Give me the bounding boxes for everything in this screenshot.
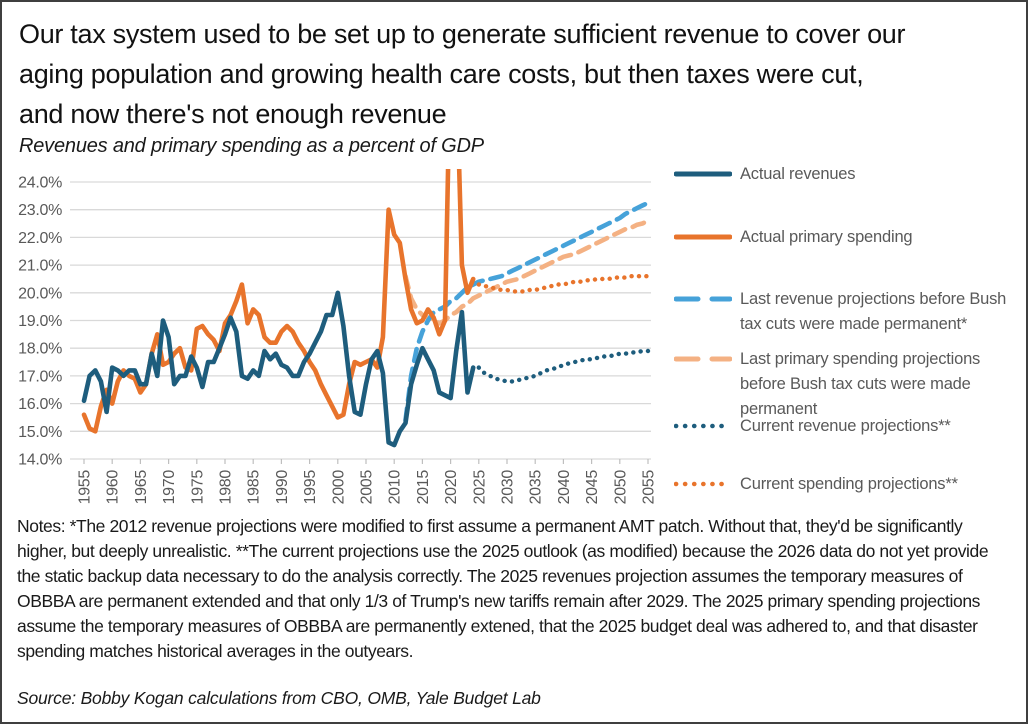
x-tick-label: 1985 — [246, 470, 263, 505]
x-tick-label: 2010 — [387, 470, 404, 505]
title-line-2: aging population and growing health care… — [19, 59, 864, 89]
x-tick-label: 2050 — [612, 470, 629, 505]
series-line-actual-revenues — [81, 290, 476, 448]
x-tick-label: 1970 — [161, 470, 178, 505]
series-line-revenue-projection-2012 — [403, 200, 651, 423]
x-tick-label: 1975 — [189, 470, 206, 505]
x-tick-label: 2040 — [556, 470, 573, 505]
y-tick-label: 20.0% — [18, 285, 62, 302]
chart-source: Source: Bobby Kogan calculations from CB… — [17, 688, 541, 708]
title-line-3: and now there's not enough revenue — [19, 99, 447, 129]
x-tick-label: 2005 — [359, 470, 376, 505]
y-tick-label: 17.0% — [18, 368, 62, 385]
x-tick-label: 2025 — [471, 470, 488, 505]
legend-swatch-solid-line-icon — [674, 234, 732, 240]
x-tick-label: 1990 — [274, 470, 291, 505]
x-tick-label: 2045 — [584, 470, 601, 505]
line-chart: 24.0% 23.0% 22.0% 21.0% 20.0% 19.0% 18.0% 17.0%… — [18, 169, 658, 504]
x-tick-label: 1960 — [105, 470, 122, 505]
legend-item-current-spending-projection: Current spending projections** — [674, 472, 1022, 497]
legend-label: Last primary spending projections before… — [740, 350, 981, 418]
legend-label: Current revenue projections** — [740, 417, 951, 435]
y-tick-label: 22.0% — [18, 230, 62, 247]
chart-subtitle: Revenues and primary spending as a perce… — [19, 135, 484, 157]
legend-item-spending-projection-2012: Last primary spending projections before… — [674, 347, 1022, 422]
legend-item-actual-revenues: Actual revenues — [674, 162, 1022, 187]
x-tick-label: 2035 — [528, 470, 545, 505]
legend-label: Current spending projections** — [740, 475, 958, 493]
x-tick-label: 1980 — [218, 470, 235, 505]
legend-swatch-dotted-line-icon — [674, 481, 732, 487]
y-tick-label: 24.0% — [18, 175, 62, 192]
legend-item-actual-primary-spending: Actual primary spending — [674, 225, 1022, 250]
y-tick-label: 19.0% — [18, 313, 62, 330]
y-tick-label: 15.0% — [18, 424, 62, 441]
legend-swatch-solid-line-icon — [674, 171, 732, 177]
y-tick-label: 14.0% — [18, 452, 62, 469]
legend-swatch-dashed-line-icon — [674, 296, 732, 302]
series-lines — [81, 169, 651, 448]
y-axis-tick-labels: 24.0% 23.0% 22.0% 21.0% 20.0% 19.0% 18.0% 17.0%… — [18, 175, 62, 469]
title-line-1: Our tax system used to be set up to gene… — [19, 19, 906, 49]
y-tick-label: 21.0% — [18, 258, 62, 275]
y-tick-label: 23.0% — [18, 202, 62, 219]
x-tick-label: 2000 — [330, 470, 347, 505]
x-tick-label: 2015 — [415, 470, 432, 505]
y-tick-label: 16.0% — [18, 396, 62, 413]
series-line-current-spending-projection — [476, 273, 651, 294]
legend-swatch-dotted-line-icon — [674, 423, 732, 429]
y-tick-label: 18.0% — [18, 341, 62, 358]
legend-item-revenue-projection-2012: Last revenue projections before Bush tax… — [674, 287, 1022, 337]
series-line-current-revenue-projection — [476, 348, 651, 384]
x-tick-label: 1995 — [302, 470, 319, 505]
x-tick-label: 1955 — [77, 470, 94, 505]
x-axis-tick-labels: 1955 1960 1965 1970 1975 1980 1985 1990 1995 2000… — [77, 459, 658, 504]
x-tick-label: 1965 — [133, 470, 150, 505]
page-title: Our tax system used to be set up to gene… — [19, 14, 1014, 134]
legend-label: Actual revenues — [740, 165, 856, 183]
legend-item-current-revenue-projection: Current revenue projections** — [674, 414, 1022, 439]
series-line-actual-primary-spending — [81, 169, 476, 434]
legend-swatch-dashed-line-icon — [674, 356, 732, 362]
chart-legend: Actual revenues Actual primary spending La… — [674, 162, 1020, 522]
x-tick-label: 2055 — [641, 470, 658, 505]
legend-label: Last revenue projections before Bush tax… — [740, 290, 1007, 333]
legend-label: Actual primary spending — [740, 228, 913, 246]
gridlines — [70, 181, 651, 460]
chart-notes: Notes: *The 2012 revenue projections wer… — [17, 516, 989, 661]
x-tick-label: 2030 — [500, 470, 517, 505]
x-tick-label: 2020 — [443, 470, 460, 505]
